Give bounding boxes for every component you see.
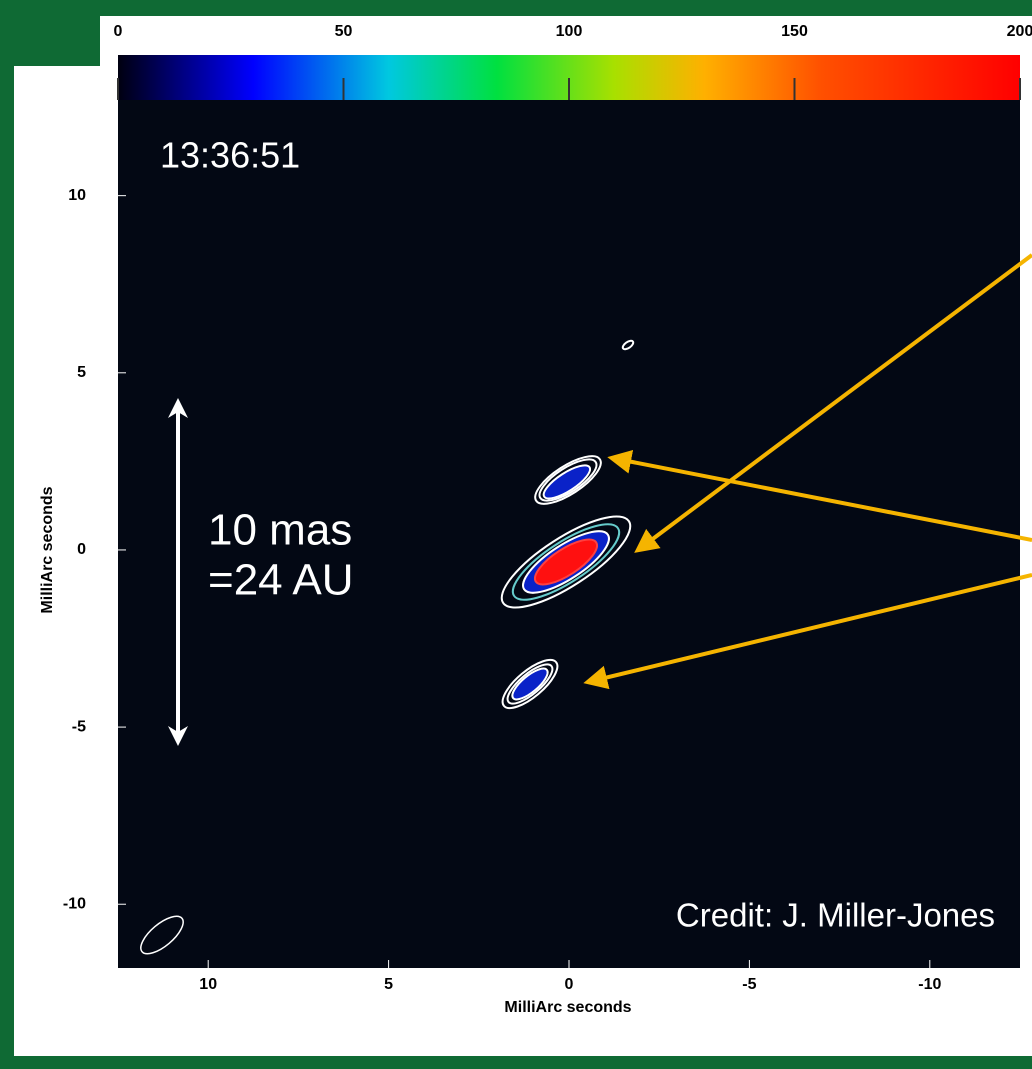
y-tick-label: -5 xyxy=(72,718,86,735)
page: 13:36:51 10 mas =24 AU Credit: J. Miller… xyxy=(0,0,1032,1069)
y-tick-label: 10 xyxy=(68,187,86,204)
colorbar-tick-label: 0 xyxy=(114,23,123,40)
y-tick-label: -10 xyxy=(63,895,86,912)
timestamp: 13:36:51 xyxy=(160,135,300,176)
credit: Credit: J. Miller-Jones xyxy=(676,897,995,934)
x-tick-label: -10 xyxy=(918,976,941,993)
scale-label: =24 AU xyxy=(208,556,354,605)
x-tick-label: 0 xyxy=(565,976,574,993)
x-tick-label: -5 xyxy=(742,976,756,993)
colorbar-tick-label: 50 xyxy=(335,23,353,40)
y-axis-label: MilliArc seconds xyxy=(39,486,56,613)
x-tick-label: 10 xyxy=(199,976,217,993)
scale-label: 10 mas xyxy=(208,506,352,555)
x-tick-label: 5 xyxy=(384,976,393,993)
frame-notch xyxy=(0,16,100,66)
colorbar-tick-label: 100 xyxy=(556,23,583,40)
colorbar-tick-label: 200 xyxy=(1007,23,1032,40)
x-axis-label: MilliArc seconds xyxy=(504,999,631,1016)
colorbar-tick-label: 150 xyxy=(781,23,808,40)
slide: 13:36:51 10 mas =24 AU Credit: J. Miller… xyxy=(0,0,1032,1069)
y-tick-label: 0 xyxy=(77,541,86,558)
y-tick-label: 5 xyxy=(77,364,86,381)
